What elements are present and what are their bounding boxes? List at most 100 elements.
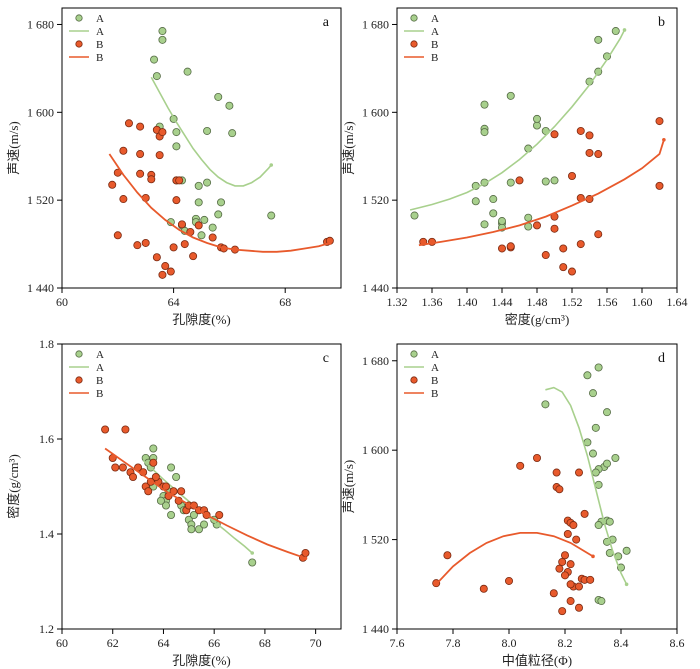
x-axis-title: 密度(g/cm³) (505, 312, 570, 327)
data-point-A (533, 121, 542, 130)
data-point-A (267, 211, 276, 220)
fit-curve-B (418, 139, 665, 247)
data-point-A (497, 217, 506, 226)
data-point-B (515, 176, 524, 185)
y-tick-label: 1 600 (362, 443, 389, 457)
data-point-B (555, 485, 564, 494)
data-point-B (552, 468, 561, 477)
data-point-A (603, 408, 612, 417)
data-point-B (559, 263, 568, 272)
fit-curve-B (104, 447, 306, 560)
x-tick-label: 68 (279, 295, 291, 309)
data-point-A (187, 525, 196, 534)
data-point-B (177, 487, 186, 496)
legend-label: A (96, 349, 104, 361)
data-point-A (589, 449, 598, 458)
data-point-B (568, 267, 577, 276)
data-point-B (558, 557, 567, 566)
data-point-A (471, 197, 480, 206)
data-point-B (172, 196, 181, 205)
data-point-B (136, 169, 145, 178)
chart-panel-c: 60 62 64 66 68 70 1.2 1.4 1.6 1.8 孔隙度(%) 密度(g/cm³) c… (6, 337, 342, 668)
data-point-A (597, 597, 606, 606)
data-point-B (558, 607, 567, 616)
fit-curve-B (108, 153, 331, 253)
chart-panel-d: 7.6 7.8 8.0 8.2 8.4 8.6 1 440 1 520 1 600 1 680 中值… (341, 343, 685, 668)
data-point-A (489, 209, 498, 218)
legend-label: B (431, 375, 438, 387)
data-point-A (594, 363, 603, 372)
data-point-B (585, 131, 594, 140)
legend-label: B (96, 39, 103, 51)
data-point-A (594, 521, 603, 530)
data-point-B (576, 240, 585, 249)
data-point-A (489, 195, 498, 204)
data-point-A (172, 142, 181, 151)
y-tick-label: 1 520 (362, 193, 389, 207)
data-point-B (594, 230, 603, 239)
y-tick-label: 1 680 (362, 354, 389, 368)
data-point-B (133, 241, 142, 250)
y-axis-title: 声速(m/s) (6, 121, 21, 174)
x-tick-label: 1.48 (527, 295, 548, 309)
data-point-B (561, 571, 570, 580)
y-tick-label: 1 680 (362, 17, 389, 31)
data-point-B (129, 472, 138, 481)
legend-marker (410, 40, 418, 48)
data-point-B (169, 243, 178, 252)
data-point-B (443, 551, 452, 560)
data-point-A (189, 510, 198, 519)
x-tick-label: 60 (56, 295, 68, 309)
data-point-B (533, 453, 542, 462)
data-point-B (141, 238, 150, 247)
data-point-B (550, 224, 559, 233)
data-point-B (118, 463, 127, 472)
fit-curve-A (409, 29, 626, 211)
panel-label: b (658, 15, 665, 30)
x-tick-label: 8.4 (614, 636, 629, 650)
data-point-A (533, 114, 542, 123)
data-point-A (541, 177, 550, 186)
data-point-B (194, 221, 203, 230)
data-point-B (158, 128, 167, 137)
x-tick-label: 62 (107, 636, 119, 650)
fit-curve-end (250, 551, 255, 555)
data-point-B (561, 551, 570, 560)
data-point-A (203, 126, 212, 135)
data-point-B (549, 589, 558, 598)
data-point-A (194, 198, 203, 207)
data-point-B (576, 126, 585, 135)
x-tick-label: 8.6 (670, 636, 685, 650)
x-tick-label: 1.56 (597, 295, 618, 309)
data-point-A (208, 223, 217, 232)
data-point-B (136, 150, 145, 159)
data-point-A (248, 558, 257, 567)
data-point-B (580, 509, 589, 518)
plot-frame (61, 343, 342, 630)
y-tick-label: 1.8 (39, 337, 54, 351)
legend-label: B (96, 52, 103, 64)
data-point-B (572, 535, 581, 544)
data-point-A (149, 444, 158, 453)
legend-marker (410, 14, 418, 22)
data-point-B (166, 267, 175, 276)
data-point-A (203, 178, 212, 187)
data-point-B (506, 242, 515, 251)
legend-label: B (431, 388, 438, 400)
data-point-B (101, 425, 110, 434)
data-point-A (506, 91, 515, 100)
data-point-B (147, 175, 156, 184)
data-point-A (611, 453, 620, 462)
data-point-B (215, 510, 224, 519)
legend-label: A (431, 26, 439, 38)
data-point-B (136, 122, 145, 131)
data-point-B (585, 148, 594, 157)
data-point-A (156, 496, 165, 505)
data-point-B (566, 560, 575, 569)
data-point-A (225, 101, 234, 110)
y-tick-label: 1 600 (27, 105, 54, 119)
y-axis-title: 声速(m/s) (341, 460, 356, 513)
fit-curve-end (591, 554, 595, 559)
data-point-B (149, 458, 158, 467)
